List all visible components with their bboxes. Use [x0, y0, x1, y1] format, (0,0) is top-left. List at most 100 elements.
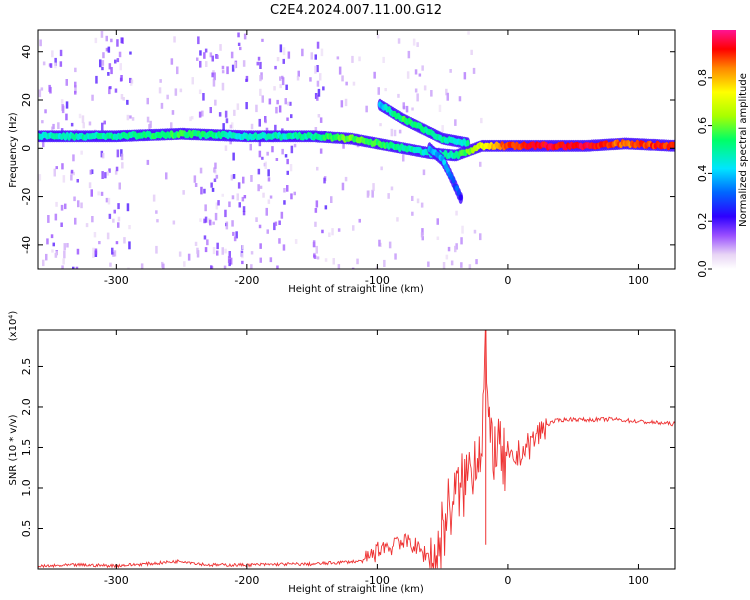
noise-cell	[216, 242, 219, 250]
noise-cell	[165, 172, 168, 180]
noise-cell	[50, 234, 54, 239]
noise-cell	[219, 44, 222, 51]
noise-cell	[416, 198, 420, 204]
noise-cell	[271, 146, 274, 153]
noise-cell	[75, 266, 79, 269]
noise-cell	[468, 264, 472, 269]
noise-cell	[284, 98, 287, 105]
noise-cell	[351, 55, 354, 63]
noise-cell	[129, 51, 132, 55]
noise-cell	[407, 50, 411, 59]
noise-cell	[120, 94, 124, 100]
noise-cell	[100, 150, 104, 158]
noise-cell	[108, 63, 112, 70]
noise-cell	[85, 223, 89, 228]
noise-cell	[421, 236, 424, 241]
noise-cell	[330, 196, 333, 203]
noise-cell	[216, 250, 219, 256]
ridge-cell	[458, 194, 463, 201]
noise-cell	[55, 201, 58, 207]
noise-cell	[197, 36, 200, 45]
noise-cell	[265, 207, 268, 216]
noise-cell	[267, 169, 270, 177]
spectrogram-ridges	[38, 98, 675, 204]
noise-cell	[224, 145, 228, 151]
noise-cell	[101, 171, 104, 179]
noise-cell	[422, 169, 426, 176]
noise-cell	[127, 267, 130, 269]
noise-cell	[384, 88, 387, 92]
noise-cell	[316, 94, 319, 101]
noise-cell	[278, 105, 282, 113]
noise-cell	[129, 115, 132, 119]
noise-cell	[224, 209, 227, 218]
noise-cell	[411, 195, 414, 201]
noise-cell	[105, 35, 108, 42]
noise-cell	[278, 220, 281, 225]
noise-cell	[183, 261, 186, 267]
noise-cell	[217, 200, 220, 206]
noise-cell	[416, 42, 419, 47]
noise-cell	[53, 168, 56, 177]
colorbar-tick-label: 0.2	[696, 212, 709, 230]
noise-cell	[351, 267, 355, 269]
noise-cell	[449, 69, 452, 73]
noise-cell	[94, 37, 98, 44]
noise-cell	[458, 96, 462, 102]
noise-cell	[242, 60, 246, 67]
noise-cell	[166, 94, 169, 100]
snr-line	[38, 330, 675, 569]
noise-cell	[257, 184, 260, 192]
noise-cell	[276, 99, 279, 105]
noise-cell	[455, 210, 458, 216]
noise-cell	[131, 117, 135, 121]
noise-cell	[233, 109, 236, 116]
noise-cell	[72, 171, 75, 176]
noise-cell	[229, 124, 233, 129]
noise-cell	[212, 247, 216, 255]
snr-x-ticks: -300 -200 -100 0 100	[104, 330, 649, 587]
noise-cell	[160, 102, 164, 109]
noise-cell	[104, 172, 107, 179]
noise-cell	[191, 116, 194, 120]
noise-cell	[296, 76, 300, 81]
noise-cell	[373, 71, 376, 79]
noise-cell	[189, 116, 192, 122]
colorbar-tick-label: 0.8	[696, 69, 709, 87]
noise-cell	[397, 93, 400, 98]
noise-cell	[119, 63, 122, 71]
noise-cell	[59, 61, 63, 67]
noise-cell	[171, 110, 175, 115]
noise-cell	[405, 105, 409, 113]
noise-cell	[281, 77, 285, 86]
noise-cell	[205, 61, 208, 67]
noise-cell	[337, 228, 341, 232]
noise-cell	[412, 38, 416, 46]
noise-cell	[423, 85, 427, 91]
noise-cell	[314, 221, 317, 227]
noise-cell	[60, 222, 63, 227]
noise-cell	[290, 145, 294, 154]
noise-cell	[285, 84, 288, 90]
noise-cell	[344, 98, 348, 107]
noise-cell	[107, 197, 111, 205]
noise-cell	[204, 216, 208, 223]
x-tick-label: 0	[504, 574, 511, 587]
noise-cell	[396, 217, 399, 222]
noise-cell	[379, 123, 382, 127]
noise-cell	[156, 219, 159, 223]
noise-cell	[316, 80, 320, 87]
noise-cell	[436, 218, 439, 225]
noise-cell	[279, 76, 282, 81]
noise-cell	[213, 178, 217, 182]
noise-cell	[118, 51, 122, 58]
noise-cell	[101, 122, 104, 131]
noise-cell	[258, 118, 261, 127]
noise-cell	[321, 229, 324, 234]
noise-cell	[324, 258, 328, 262]
noise-cell	[148, 124, 151, 132]
noise-cell	[117, 216, 121, 222]
noise-cell	[314, 208, 318, 213]
noise-cell	[282, 47, 286, 56]
noise-cell	[117, 203, 120, 210]
